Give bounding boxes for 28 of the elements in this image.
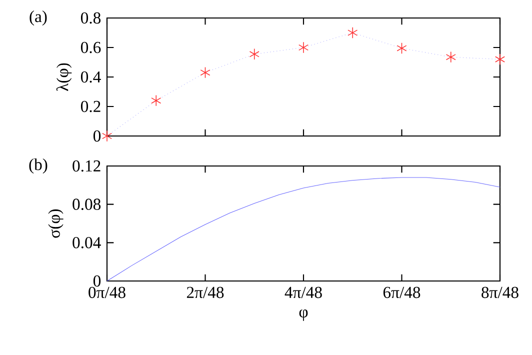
point <box>249 48 260 60</box>
point <box>348 27 358 38</box>
point <box>446 51 456 63</box>
x-tick-label: 2π/48 <box>186 286 224 298</box>
text: (a) <box>30 10 47 26</box>
point <box>494 54 506 66</box>
point <box>102 130 112 142</box>
x-tick-label: 0π/48 <box>88 286 126 298</box>
x-tick-label: 6π/48 <box>383 286 420 298</box>
y-tick-label: 0 <box>93 275 101 287</box>
y-tick-label: 0.12 <box>72 160 100 172</box>
y-axis-title: σ(φ) <box>48 209 64 238</box>
text: (b) <box>29 158 48 174</box>
y-tick-label: 0.04 <box>72 237 101 248</box>
y-tick-label: 0 <box>93 130 101 142</box>
x-tick-label: 8π/48 <box>482 286 518 298</box>
y-tick-label: 0.6 <box>80 42 101 54</box>
x-tick-label: 4π/48 <box>284 286 322 298</box>
point <box>396 42 407 54</box>
x-axis-title: φ <box>299 309 308 321</box>
point <box>200 66 210 78</box>
point <box>151 94 162 106</box>
y-tick-label: 0.08 <box>72 198 101 210</box>
y-tick-label: 0.2 <box>80 100 100 112</box>
y-tick-label: 0.8 <box>80 12 101 24</box>
y-axis-title: λ(φ) <box>56 63 72 91</box>
point <box>298 42 309 54</box>
y-tick-label: 0.4 <box>80 71 101 83</box>
